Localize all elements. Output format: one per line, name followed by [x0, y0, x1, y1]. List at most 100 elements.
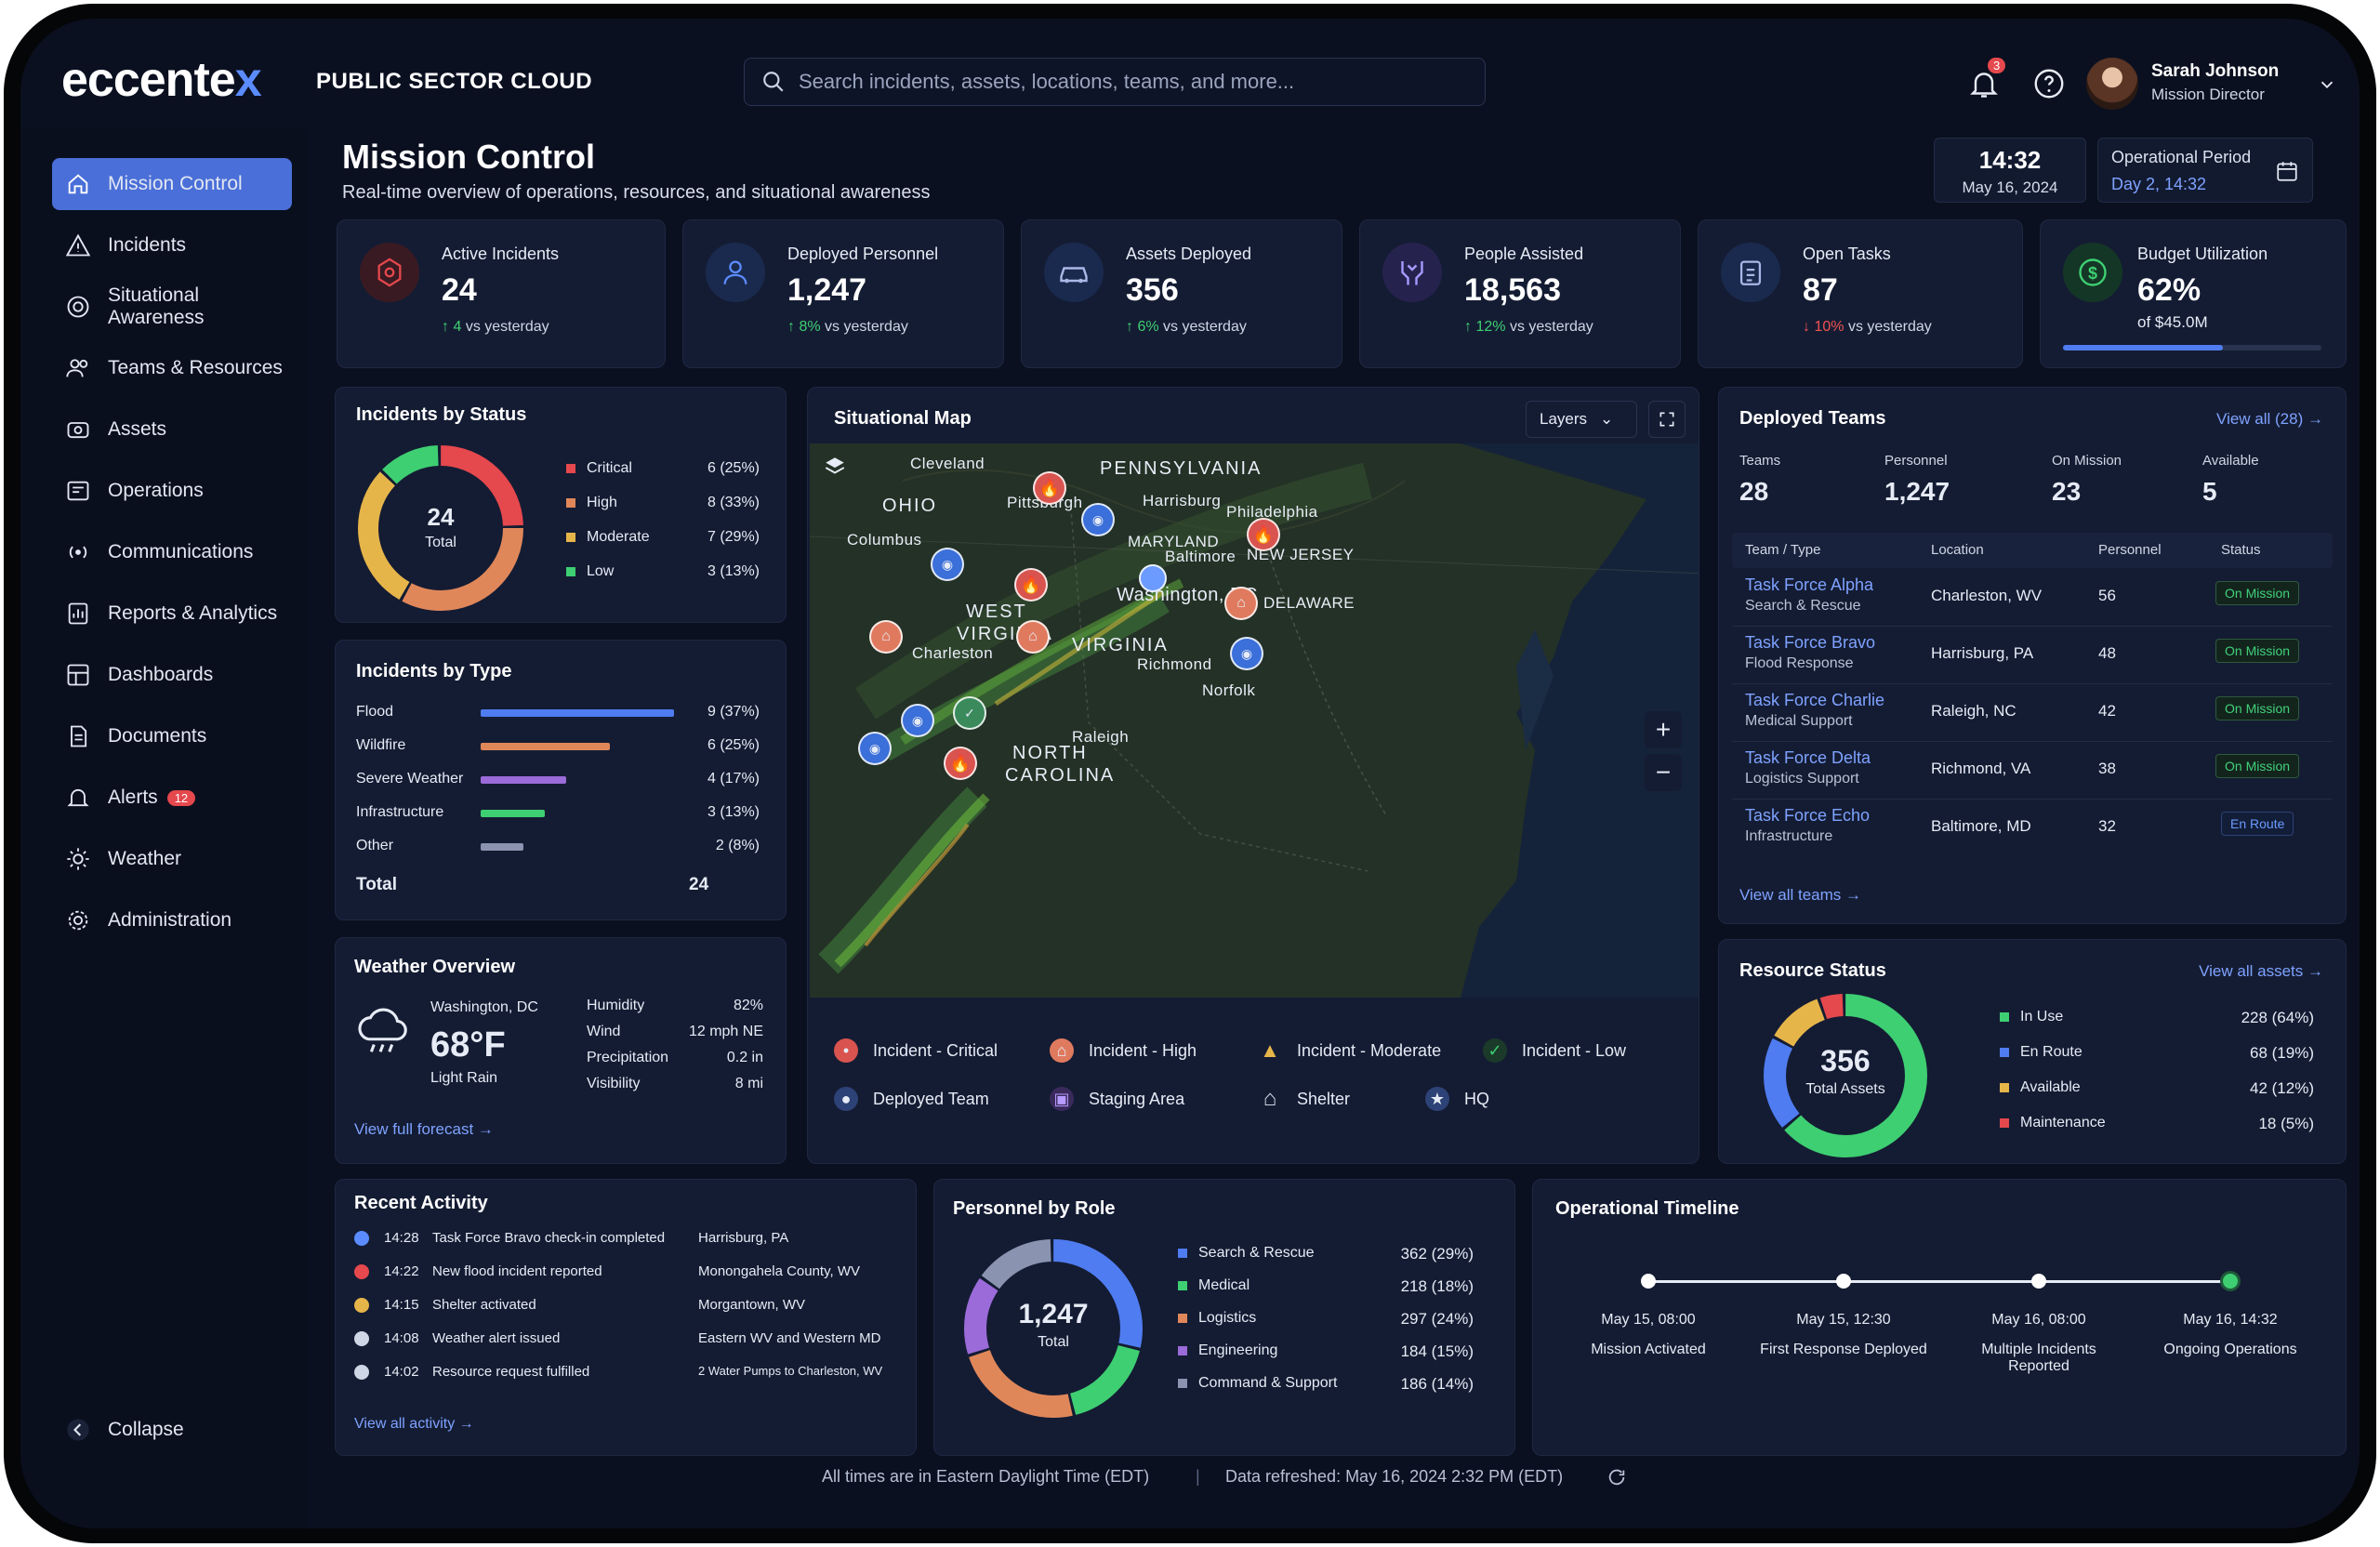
view-all-teams-link[interactable]: View all (28) → [2216, 410, 2323, 428]
donut-segment[interactable] [964, 1239, 1143, 1418]
user-role: Mission Director [2151, 86, 2265, 103]
timeline-dot[interactable] [1836, 1274, 1851, 1289]
fullscreen-button[interactable] [1648, 401, 1686, 438]
home-alert-icon: ⌂ [1236, 595, 1246, 611]
operational-timeline-card: Operational Timeline May 15, 08:00 Missio… [1532, 1179, 2347, 1456]
activity-text[interactable]: Shelter activated [432, 1297, 536, 1313]
activity-text[interactable]: Task Force Bravo check-in completed [432, 1230, 666, 1246]
chevron-down-icon[interactable] [2317, 74, 2337, 95]
operational-period-box[interactable]: Operational Period Day 2, 14:32 [2097, 138, 2313, 203]
kpi-budget-utilization[interactable]: $ Budget Utilization 62% of $45.0M [2040, 219, 2347, 368]
resource-status-card: Resource Status View all assets → 356 To… [1718, 939, 2347, 1164]
calendar-icon[interactable] [2275, 159, 2299, 183]
search-input[interactable] [799, 70, 1449, 94]
zoom-out-button[interactable]: − [1645, 754, 1682, 791]
donut-segment[interactable] [1764, 994, 1927, 1157]
marker-high[interactable]: ⌂ [1224, 587, 1258, 620]
marker-team[interactable]: ◉ [901, 704, 934, 737]
kpi-assets-deployed[interactable]: Assets Deployed 356 ↑ 6% vs yesterday [1021, 219, 1342, 368]
layers-dropdown[interactable]: Layers ⌄ [1526, 401, 1637, 438]
marker-high[interactable]: ⌂ [1016, 620, 1050, 654]
shield-icon: ✓ [964, 705, 975, 721]
donut-segment[interactable] [358, 445, 523, 611]
status-badge: On Mission [2215, 754, 2300, 778]
sidebar-item-incidents[interactable]: Incidents [52, 219, 292, 271]
legend-value: 186 (14%) [1400, 1375, 1474, 1393]
donut-segment[interactable] [358, 445, 523, 611]
legend-in-use: In Use [2000, 1009, 2063, 1025]
team-name-link[interactable]: Task Force Bravo [1745, 633, 1876, 652]
view-forecast-link[interactable]: View full forecast → [354, 1120, 494, 1138]
refresh-icon[interactable] [1606, 1467, 1627, 1488]
search-box[interactable] [744, 58, 1486, 106]
card-title: Situational Map [834, 408, 972, 429]
view-all-assets-link[interactable]: View all assets → [2199, 962, 2323, 980]
marker-hq[interactable] [1139, 564, 1167, 592]
activity-text[interactable]: Resource request fulfilled [432, 1364, 590, 1380]
current-time: 14:32 [1978, 146, 2042, 174]
team-name-link[interactable]: Task Force Alpha [1745, 575, 1874, 594]
activity-text[interactable]: New flood incident reported [432, 1263, 602, 1279]
marker-critical[interactable]: 🔥 [1247, 518, 1280, 551]
sidebar-item-reports-analytics[interactable]: Reports & Analytics [52, 588, 292, 640]
user-avatar[interactable] [2086, 58, 2138, 110]
marker-critical[interactable]: 🔥 [1014, 568, 1048, 602]
marker-critical[interactable]: 🔥 [944, 747, 977, 780]
logo[interactable]: eccentex [61, 53, 262, 107]
marker-team[interactable]: ◉ [931, 548, 964, 581]
type-label: Severe Weather [356, 771, 464, 787]
kpi-delta: ↑ 4 vs yesterday [442, 319, 549, 335]
column-header[interactable]: Team / Type [1745, 542, 1821, 558]
marker-team[interactable]: ◉ [858, 732, 892, 765]
timeline-dot[interactable] [1641, 1274, 1656, 1289]
kpi-active-incidents[interactable]: Active Incidents 24 ↑ 4 vs yesterday [337, 219, 666, 368]
map-canvas[interactable]: PENNSYLVANIA OHIO MARYLAND NEW JERSEY DE… [810, 443, 1699, 998]
sidebar-item-communications[interactable]: Communications [52, 526, 292, 578]
sidebar-item-dashboards[interactable]: Dashboards [52, 649, 292, 701]
activity-text[interactable]: Weather alert issued [432, 1330, 561, 1346]
sidebar-item-weather[interactable]: Weather [52, 833, 292, 885]
sidebar-item-teams-resources[interactable]: Teams & Resources [52, 342, 292, 394]
zoom-in-button[interactable]: + [1645, 711, 1682, 748]
column-header[interactable]: Status [2221, 542, 2261, 558]
sidebar-item-operations[interactable]: Operations [52, 465, 292, 517]
team-name-link[interactable]: Task Force Echo [1745, 806, 1871, 825]
type-value: 4 (17%) [707, 771, 760, 787]
donut-segment[interactable] [964, 1239, 1143, 1418]
chevron-down-icon: ⌄ [1600, 410, 1614, 428]
team-name-link[interactable]: Task Force Charlie [1745, 691, 1885, 709]
team-name-link[interactable]: Task Force Delta [1745, 748, 1871, 767]
kpi-open-tasks[interactable]: Open Tasks 87 ↓ 10% vs yesterday [1698, 219, 2023, 368]
user-name[interactable]: Sarah Johnson [2151, 61, 2280, 81]
kpi-deployed-personnel[interactable]: Deployed Personnel 1,247 ↑ 8% vs yesterd… [682, 219, 1004, 368]
donut-segment[interactable] [964, 1239, 1143, 1418]
help-button[interactable] [2032, 67, 2066, 100]
timeline-dot[interactable] [2223, 1274, 2238, 1289]
type-bar [481, 776, 566, 784]
marker-high[interactable]: ⌂ [869, 620, 903, 654]
column-header[interactable]: Personnel [2098, 542, 2162, 558]
sidebar-item-alerts[interactable]: Alerts 12 [52, 772, 292, 824]
sidebar-item-administration[interactable]: Administration [52, 894, 292, 946]
sidebar-item-situational-awareness[interactable]: Situational Awareness [52, 281, 292, 333]
map-label-maryland: MARYLAND [1128, 533, 1220, 550]
notifications-button[interactable]: 3 [1967, 58, 2006, 100]
donut-segment[interactable] [1764, 994, 1927, 1157]
legend-incident-low: ✓ Incident - Low [1483, 1038, 1626, 1063]
view-all-activity-link[interactable]: View all activity → [354, 1416, 474, 1432]
kpi-people-assisted[interactable]: People Assisted 18,563 ↑ 12% vs yesterda… [1359, 219, 1681, 368]
view-all-teams-bottom-link[interactable]: View all teams → [1739, 886, 1862, 904]
column-header[interactable]: Location [1931, 542, 1984, 558]
marker-low[interactable]: ✓ [953, 696, 986, 730]
marker-team[interactable]: ◉ [1230, 637, 1263, 670]
sidebar-item-assets[interactable]: Assets [52, 403, 292, 456]
marker-critical[interactable]: 🔥 [1033, 471, 1066, 505]
sidebar-item-mission-control[interactable]: Mission Control [52, 158, 292, 210]
timeline-dot[interactable] [2031, 1274, 2046, 1289]
sidebar-item-documents[interactable]: Documents [52, 710, 292, 762]
collapse-button[interactable]: Collapse [52, 1404, 292, 1456]
arrow-up-icon: ↑ [1464, 319, 1476, 335]
marker-team[interactable]: ◉ [1081, 503, 1115, 536]
layers-stack-icon[interactable] [823, 455, 847, 483]
type-bar [481, 843, 523, 851]
